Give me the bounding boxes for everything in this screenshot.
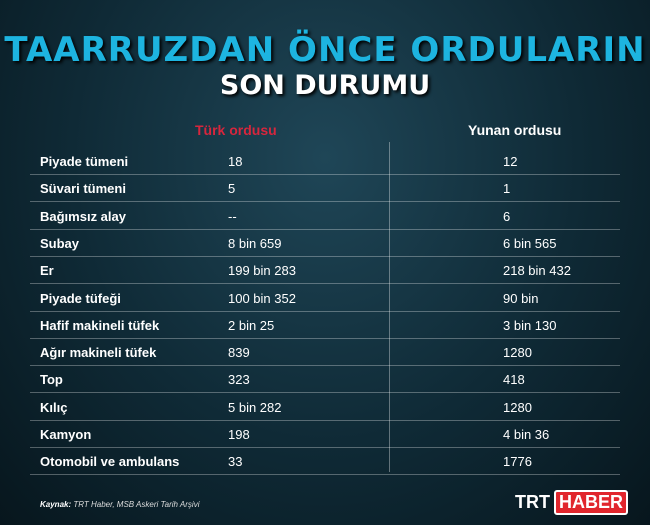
yunan-value: 90 bin [503, 290, 539, 306]
turk-value: 839 [228, 345, 250, 361]
yunan-value: 1280 [503, 345, 532, 361]
yunan-value: 4 bin 36 [503, 427, 550, 442]
yunan-value: 418 [503, 372, 525, 388]
table-row: Bağımsız alay -- 6 [30, 202, 620, 230]
row-label: Kamyon [40, 427, 92, 442]
logo-trt: TRT [515, 492, 550, 512]
table-row: Piyade tümeni 18 12 [30, 147, 620, 175]
row-label: Bağımsız alay [40, 208, 126, 224]
row-label: Piyade tümeni [40, 154, 129, 169]
source-note: Kaynak: TRT Haber, MSB Askeri Tarih Arşi… [40, 500, 199, 509]
turk-value: 33 [228, 454, 243, 470]
title: TAARRUZDAN ÖNCE ORDULARIN [4, 30, 646, 70]
table-row: Kamyon 198 4 bin 36 [30, 420, 620, 448]
yunan-value: 1280 [503, 399, 532, 415]
table-row: Süvari tümeni 5 1 [30, 174, 620, 203]
turk-value: 199 bin 283 [228, 263, 296, 279]
row-label: Subay [40, 235, 80, 251]
turk-value: 5 bin 282 [228, 399, 282, 415]
row-label: Hafif makineli tüfek [40, 317, 160, 333]
table-row: Subay 8 bin 659 6 bin 565 [30, 229, 620, 257]
logo-haber: HABER [554, 490, 629, 515]
yunan-value: 1776 [503, 454, 532, 470]
trt-haber-logo: TRT HABER [515, 490, 629, 515]
source-label: Kaynak: [40, 500, 72, 509]
turk-value: -- [228, 208, 237, 224]
turk-value: 2 bin 25 [228, 317, 275, 333]
table-row: Hafif makineli tüfek 2 bin 25 3 bin 130 [30, 311, 620, 339]
table-row: Piyade tüfeği 100 bin 352 90 bin [30, 284, 620, 312]
column-header-yunan: Yunan ordusu [468, 122, 562, 138]
table-row: Otomobil ve ambulans 33 1776 [30, 447, 620, 476]
yunan-value: 1 [503, 181, 511, 197]
yunan-value: 3 bin 130 [503, 317, 557, 333]
turk-value: 18 [228, 154, 243, 169]
row-label: Kılıç [40, 399, 68, 415]
table-row: Kılıç 5 bin 282 1280 [30, 393, 620, 421]
row-label: Ağır makineli tüfek [40, 345, 157, 361]
turk-value: 5 [228, 181, 236, 197]
turk-value: 8 bin 659 [228, 235, 282, 251]
row-label: Top [40, 372, 63, 388]
yunan-value: 6 [503, 208, 511, 224]
row-label: Er [40, 263, 54, 279]
table-row: Top 323 418 [30, 365, 620, 394]
yunan-value: 6 bin 565 [503, 235, 557, 251]
subtitle: SON DURUMU [219, 70, 431, 101]
yunan-value: 12 [503, 154, 518, 169]
yunan-value: 218 bin 432 [503, 263, 571, 279]
column-divider [389, 142, 390, 472]
column-header-turk: Türk ordusu [195, 122, 277, 138]
row-label: Otomobil ve ambulans [40, 454, 180, 470]
table-row: Er 199 bin 283 218 bin 432 [30, 256, 620, 285]
source-text: TRT Haber, MSB Askeri Tarih Arşivi [73, 500, 200, 509]
table-row: Ağır makineli tüfek 839 1280 [30, 338, 620, 367]
row-label: Piyade tüfeği [40, 290, 121, 306]
turk-value: 198 [228, 427, 250, 442]
row-label: Süvari tümeni [40, 181, 126, 197]
turk-value: 100 bin 352 [228, 290, 296, 306]
turk-value: 323 [228, 372, 250, 388]
